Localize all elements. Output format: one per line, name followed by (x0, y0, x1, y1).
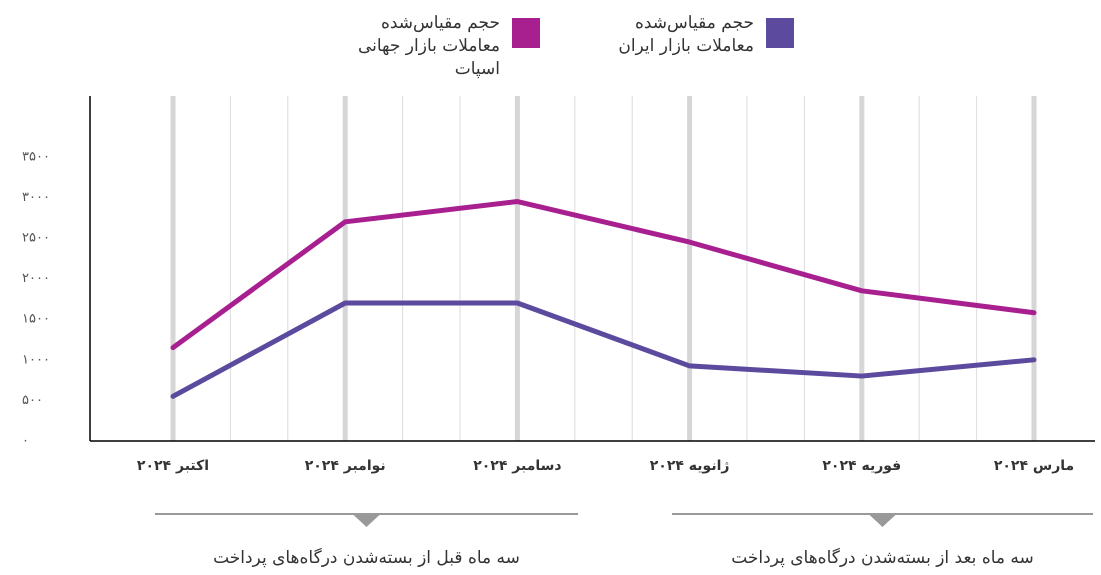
legend-label: حجم مقیاس‌شده معاملات بازار ایران (618, 13, 754, 56)
legend-item: حجم مقیاس‌شده معاملات بازار جهانی اسپات (330, 12, 540, 81)
x-tick-label: دسامبر ۲۰۲۴ (473, 458, 561, 474)
y-tick-label: ۲۵۰۰ (22, 231, 50, 246)
y-tick-label: ۳۰۰۰ (22, 190, 50, 205)
y-tick-label: ۱۰۰۰ (22, 352, 50, 367)
x-tick-label: ژانویه ۲۰۲۴ (650, 458, 730, 474)
legend-swatch (766, 18, 794, 48)
y-tick-label: ۵۰۰ (22, 393, 43, 408)
series-line (170, 300, 1037, 399)
x-tick-label: فوریه ۲۰۲۴ (822, 458, 901, 474)
y-tick-label: ۳۵۰۰ (22, 149, 50, 164)
y-tick-label: ۰ (22, 434, 29, 449)
x-tick-label: مارس ۲۰۲۴ (994, 458, 1074, 474)
legend-item: حجم مقیاس‌شده معاملات بازار ایران (584, 12, 794, 58)
legend: حجم مقیاس‌شده معاملات بازار ایران حجم مقی… (300, 12, 794, 81)
legend-swatch (512, 18, 540, 48)
bracket-pointer (868, 514, 897, 527)
bracket-pointer (352, 514, 381, 527)
legend-label: حجم مقیاس‌شده معاملات بازار جهانی اسپات (357, 13, 500, 79)
y-tick-label: ۱۵۰۰ (22, 312, 50, 327)
annotation: سه ماه بعد از بسته‌شدن درگاه‌های پرداخت (731, 547, 1034, 568)
x-tick-label: نوامبر ۲۰۲۴ (305, 458, 386, 474)
y-tick-label: ۲۰۰۰ (22, 271, 50, 286)
x-tick-label: اکتبر ۲۰۲۴ (137, 458, 209, 474)
annotation: سه ماه قبل از بسته‌شدن درگاه‌های پرداخت (213, 547, 520, 568)
series-line (170, 199, 1037, 351)
